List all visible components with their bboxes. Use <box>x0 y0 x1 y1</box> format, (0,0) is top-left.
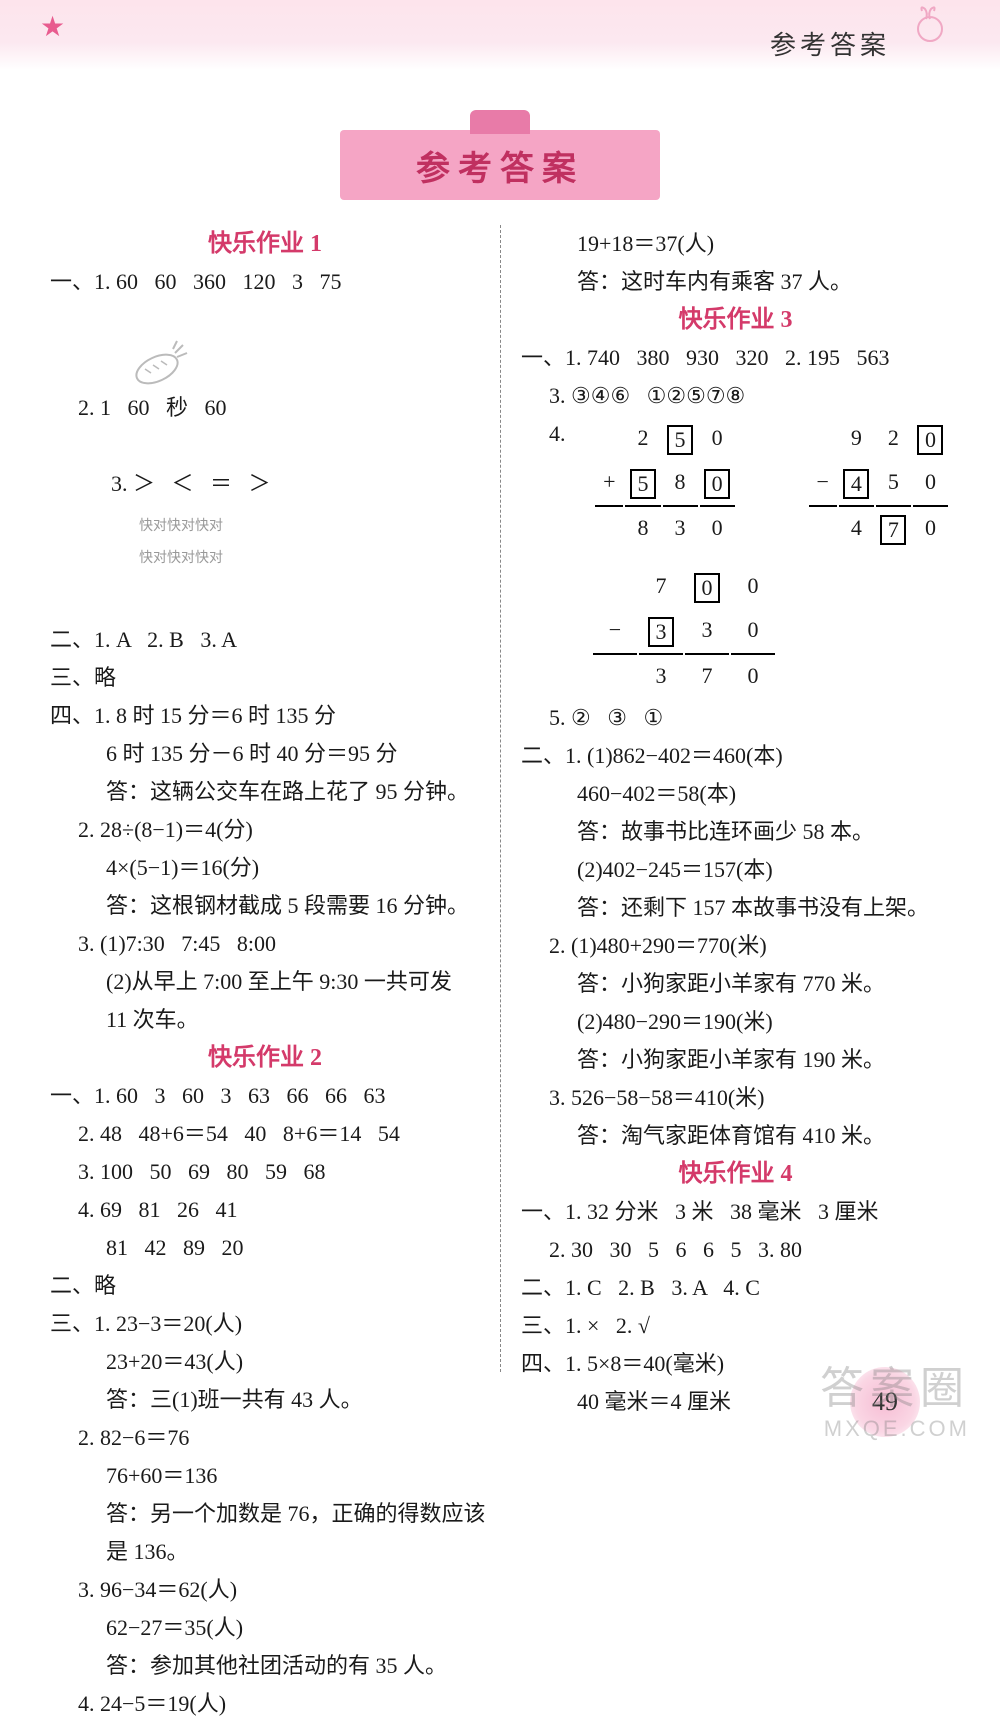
stamp-text: 快对快对快对 快对快对快对 <box>111 503 223 583</box>
text-line: 二、1. (1)862−402＝460(本) <box>521 737 950 775</box>
calc-prefix: 4. 250+580830 920−450470 <box>521 415 950 551</box>
watermark-line1: 答案圈 <box>820 1352 970 1416</box>
text-line: 23+20＝43(人) <box>50 1343 480 1381</box>
text-line: 3. (1)7:30 7:45 8:00 <box>50 925 480 963</box>
text-line: 三、1. 23−3＝20(人) <box>50 1305 480 1343</box>
text-line: 是 136。 <box>50 1533 480 1571</box>
text-line: 答：这时车内有乘客 37 人。 <box>521 263 950 301</box>
vertical-calc-1: 250+580830 <box>593 415 736 551</box>
page-header-title: 参考答案 <box>770 25 890 62</box>
banner-title: 参考答案 <box>416 141 584 190</box>
text-line: 答：这根钢材截成 5 段需要 16 分钟。 <box>50 887 480 925</box>
text-line: 2. (1)480+290＝770(米) <box>521 927 950 965</box>
text-line: 2. 28÷(8−1)＝4(分) <box>50 811 480 849</box>
text-line: 11 次车。 <box>50 1001 480 1039</box>
text-line: 四、1. 8 时 15 分＝6 时 135 分 <box>50 697 480 735</box>
text-line: 3. ③④⑥ ①②⑤⑦⑧ <box>521 377 950 415</box>
text-line: 81 42 89 20 <box>50 1229 480 1267</box>
text-line: (2)480−290＝190(米) <box>521 1003 950 1041</box>
text-line: 二、1. C 2. B 3. A 4. C <box>521 1269 950 1307</box>
watermark: 答案圈 MXQE.COM <box>820 1352 970 1442</box>
text-line: 答：故事书比连环画少 58 本。 <box>521 813 950 851</box>
text-line: 答：参加其他社团活动的有 35 人。 <box>50 1647 480 1685</box>
text-line: 4×(5−1)＝16(分) <box>50 849 480 887</box>
title-banner: 参考答案 <box>340 130 660 200</box>
text-line: 一、1. 740 380 930 320 2. 195 563 <box>521 339 950 377</box>
text-line: 二、略 <box>50 1267 480 1305</box>
text-line: (2)从早上 7:00 至上午 9:30 一共可发 <box>50 963 480 1001</box>
hw4-title: 快乐作业 4 <box>521 1155 950 1193</box>
text-line: 4. 69 81 26 41 <box>50 1191 480 1229</box>
banner-tab <box>470 110 530 134</box>
text-line: 4. 24−5＝19(人) <box>50 1685 480 1723</box>
text-line: 答：淘气家距体育馆有 410 米。 <box>521 1117 950 1155</box>
content-columns: 快乐作业 1 一、1. 60 60 360 120 3 75 2. 1 60 秒… <box>50 225 950 1372</box>
vertical-calc-3: 700−330370 <box>591 563 777 699</box>
text-line: 19+18＝37(人) <box>521 225 950 263</box>
star-icon: ★ <box>40 10 65 44</box>
text-line: 2. 48 48+6＝54 40 8+6＝14 54 <box>50 1115 480 1153</box>
text-line: 2. 1 60 秒 60 <box>50 389 480 427</box>
text-line: (2)402−245＝157(本) <box>521 851 950 889</box>
text-line: 3. 526−58−58＝410(米) <box>521 1079 950 1117</box>
text-line: 二、1. A 2. B 3. A <box>50 621 480 659</box>
text-line: 答：还剩下 157 本故事书没有上架。 <box>521 889 950 927</box>
text-line: 3. 96−34＝62(人) <box>50 1571 480 1609</box>
text-line: 答：三(1)班一共有 43 人。 <box>50 1381 480 1419</box>
text-line: 一、1. 60 60 360 120 3 75 <box>50 263 480 389</box>
text-line: 3. 100 50 69 80 59 68 <box>50 1153 480 1191</box>
text-line: 答：这辆公交车在路上花了 95 分钟。 <box>50 773 480 811</box>
text-line: 6 时 135 分－6 时 40 分＝95 分 <box>50 735 480 773</box>
left-column: 快乐作业 1 一、1. 60 60 360 120 3 75 2. 1 60 秒… <box>50 225 500 1372</box>
hw2-title: 快乐作业 2 <box>50 1039 480 1077</box>
text-line: 一、1. 32 分米 3 米 38 毫米 3 厘米 <box>521 1193 950 1231</box>
text-line: 三、略 <box>50 659 480 697</box>
right-column: 19+18＝37(人) 答：这时车内有乘客 37 人。 快乐作业 3 一、1. … <box>500 225 950 1372</box>
text-line: 答：小狗家距小羊家有 770 米。 <box>521 965 950 1003</box>
header-band: ★ 参考答案 <box>0 0 1000 70</box>
text-line: 2. 82−6＝76 <box>50 1419 480 1457</box>
text-line: 答：小狗家距小羊家有 190 米。 <box>521 1041 950 1079</box>
hw1-title: 快乐作业 1 <box>50 225 480 263</box>
rabbit-icon <box>910 5 950 55</box>
carrot-icon <box>83 301 153 351</box>
hw3-title: 快乐作业 3 <box>521 301 950 339</box>
text-line: 三、1. × 2. √ <box>521 1307 950 1345</box>
text-line: 2. 30 30 5 6 6 5 3. 80 <box>521 1231 950 1269</box>
text-line: 答：另一个加数是 76，正确的得数应该 <box>50 1495 480 1533</box>
text-line: 5. ② ③ ① <box>521 699 950 737</box>
vertical-calc-2: 920−450470 <box>807 415 950 551</box>
text-line: 460−402＝58(本) <box>521 775 950 813</box>
text-line: 62−27＝35(人) <box>50 1609 480 1647</box>
watermark-line2: MXQE.COM <box>820 1416 970 1442</box>
text-line: 3. ＞ ＜ ＝ ＞ 快对快对快对 快对快对快对 <box>50 427 480 621</box>
text-line: 一、1. 60 3 60 3 63 66 66 63 <box>50 1077 480 1115</box>
text-line: 76+60＝136 <box>50 1457 480 1495</box>
